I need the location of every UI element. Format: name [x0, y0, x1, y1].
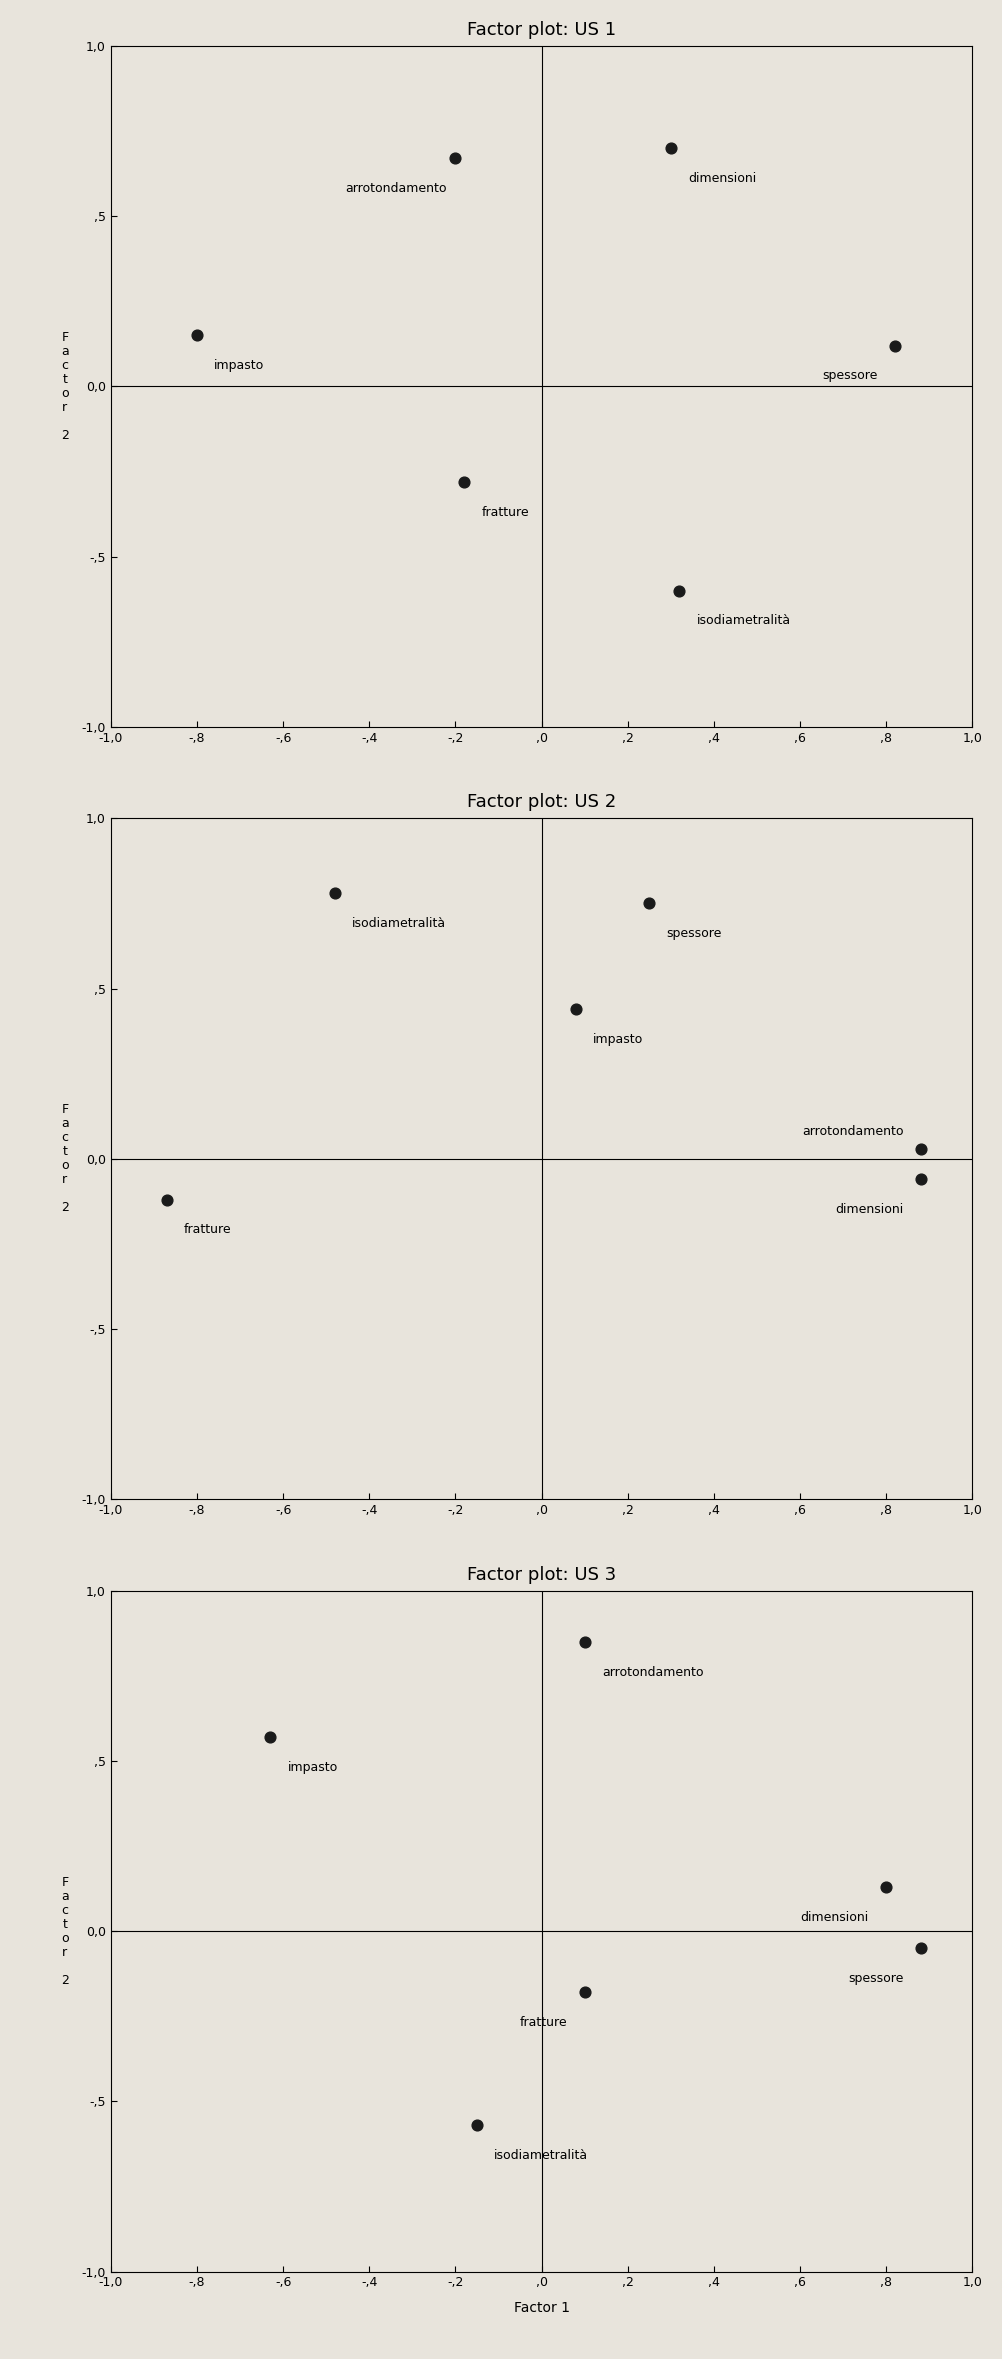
- Point: [327, 875, 343, 913]
- Title: Factor plot: US 1: Factor plot: US 1: [467, 21, 615, 38]
- Point: [576, 1974, 592, 2012]
- Text: fratture: fratture: [481, 505, 528, 519]
- Text: arrotondamento: arrotondamento: [601, 1665, 702, 1680]
- X-axis label: Factor 1: Factor 1: [513, 2300, 569, 2314]
- Point: [912, 1161, 928, 1198]
- Text: isodiametralità: isodiametralità: [352, 918, 446, 929]
- Point: [456, 462, 472, 500]
- Point: [576, 1623, 592, 1661]
- Point: [662, 130, 678, 167]
- Text: fratture: fratture: [519, 2017, 567, 2029]
- Text: impasto: impasto: [288, 1760, 338, 1774]
- Text: spessore: spessore: [665, 927, 721, 941]
- Text: dimensioni: dimensioni: [835, 1203, 903, 1215]
- Point: [912, 1130, 928, 1168]
- Point: [886, 326, 902, 363]
- Text: fratture: fratture: [183, 1224, 231, 1236]
- Title: Factor plot: US 3: Factor plot: US 3: [466, 1566, 615, 1583]
- Point: [912, 1930, 928, 1967]
- Point: [262, 1717, 278, 1755]
- Point: [877, 1868, 893, 1906]
- Point: [188, 316, 204, 354]
- Point: [447, 139, 463, 177]
- Title: Factor plot: US 2: Factor plot: US 2: [466, 793, 615, 811]
- Text: dimensioni: dimensioni: [800, 1911, 868, 1923]
- Y-axis label: F
a
c
t
o
r

2: F a c t o r 2: [61, 1104, 69, 1215]
- Point: [158, 1182, 174, 1220]
- Text: impasto: impasto: [592, 1033, 643, 1045]
- Y-axis label: F
a
c
t
o
r

2: F a c t o r 2: [61, 330, 69, 441]
- Text: dimensioni: dimensioni: [687, 172, 756, 184]
- Point: [640, 885, 656, 922]
- Point: [468, 2107, 484, 2144]
- Text: isodiametralità: isodiametralità: [494, 2149, 587, 2163]
- Text: spessore: spessore: [847, 1972, 903, 1984]
- Text: arrotondamento: arrotondamento: [345, 182, 446, 196]
- Point: [567, 991, 583, 1029]
- Text: arrotondamento: arrotondamento: [801, 1125, 903, 1137]
- Text: spessore: spessore: [822, 370, 877, 382]
- Text: impasto: impasto: [214, 359, 265, 373]
- Y-axis label: F
a
c
t
o
r

2: F a c t o r 2: [61, 1875, 69, 1986]
- Point: [670, 571, 686, 609]
- Text: isodiametralità: isodiametralità: [695, 613, 790, 627]
